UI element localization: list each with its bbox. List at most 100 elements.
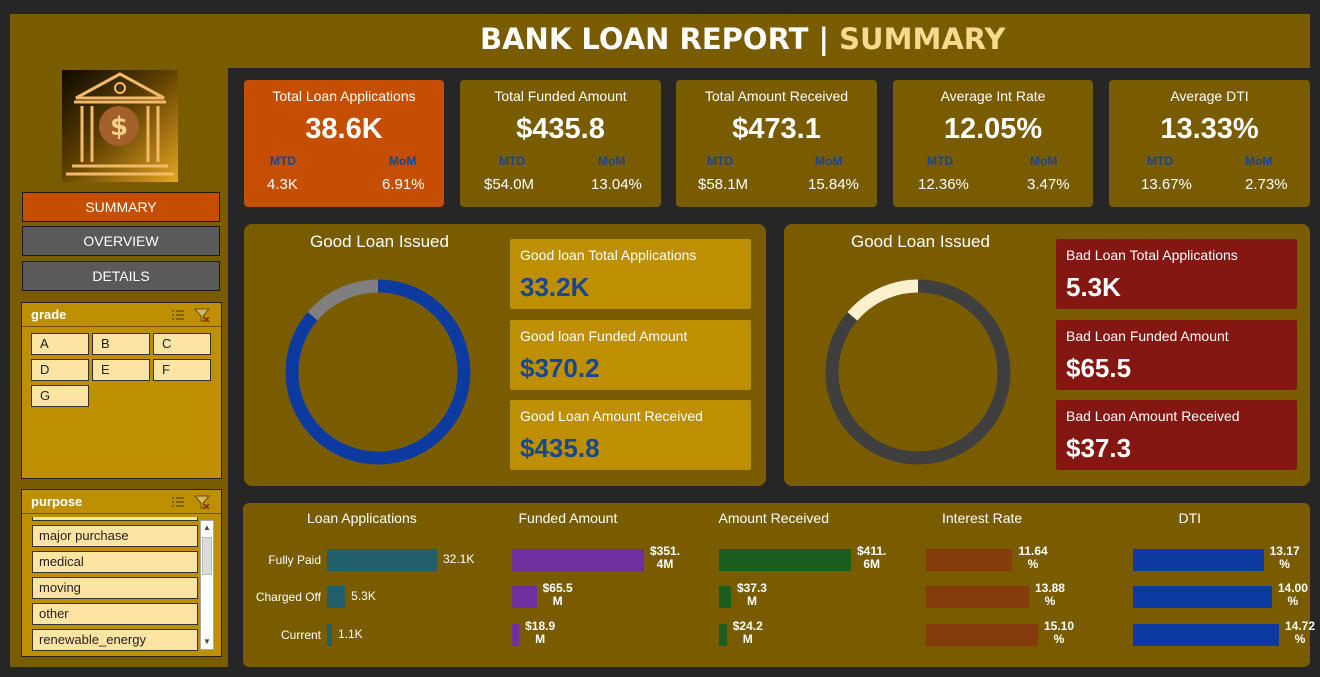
- bar-value-label: 11.64%: [1018, 544, 1048, 571]
- grade-option-g[interactable]: G: [31, 385, 89, 407]
- grade-option-d[interactable]: D: [31, 359, 89, 381]
- stat-label: Bad Loan Funded Amount: [1066, 328, 1229, 344]
- kpi-label: Total Loan Applications: [272, 88, 416, 104]
- kpi-mom-value: 13.04%: [591, 176, 642, 193]
- kpi-value: $435.8: [516, 113, 605, 145]
- bar-value-label: $18.9 M: [525, 619, 556, 646]
- purpose-option-major-purchase[interactable]: major purchase: [32, 525, 198, 547]
- stat-label: Good loan Funded Amount: [520, 328, 688, 344]
- bar-value-label: $411. 6M: [857, 544, 887, 571]
- bar-value-label: 13.17%: [1269, 544, 1300, 571]
- grade-option-b[interactable]: B: [92, 333, 150, 355]
- good-loan-applications-card: Good loan Total Applications 33.2K: [510, 239, 751, 309]
- good-loan-funded-card: Good loan Funded Amount $370.2: [510, 320, 751, 390]
- svg-text:$: $: [110, 112, 128, 142]
- kpi-card-total-applications: Total Loan Applications 38.6K MTD MoM 4.…: [244, 80, 444, 207]
- bar-funded-amount-current: [512, 624, 520, 646]
- bad-loan-donut-chart: [825, 279, 1011, 465]
- nav-overview-button[interactable]: OVERVIEW: [22, 226, 220, 256]
- title-accent: SUMMARY: [839, 22, 1006, 56]
- kpi-mtd-label: MTD: [270, 154, 296, 168]
- bad-loan-funded-card: Bad Loan Funded Amount $65.5: [1056, 320, 1297, 390]
- scroll-thumb[interactable]: [202, 537, 212, 575]
- grade-slicer-header: grade: [22, 303, 221, 327]
- bar-amount-received-current: [719, 624, 727, 646]
- purpose-option-other[interactable]: other: [32, 603, 198, 625]
- kpi-mom-label: MoM: [389, 154, 417, 168]
- grade-option-f[interactable]: F: [153, 359, 211, 381]
- nav-summary-button[interactable]: SUMMARY: [22, 192, 220, 222]
- purpose-scrollbar[interactable]: ▲ ▼: [200, 520, 214, 650]
- bar-value-label: 1.1K: [338, 627, 363, 641]
- kpi-label: Total Amount Received: [704, 88, 849, 104]
- bar-value-label: $65.5 M: [542, 581, 573, 608]
- purpose-option-renewable-energy[interactable]: renewable_energy: [32, 629, 198, 651]
- clear-filter-icon[interactable]: [193, 494, 211, 510]
- scroll-up-icon[interactable]: ▲: [203, 523, 211, 532]
- kpi-mtd-label: MTD: [707, 154, 733, 168]
- kpi-card-average-int-rate: Average Int Rate 12.05% MTD MoM 12.36% 3…: [893, 80, 1093, 207]
- kpi-mom-label: MoM: [1030, 154, 1058, 168]
- kpi-mom-value: 15.84%: [808, 176, 859, 193]
- grade-slicer-title: grade: [31, 307, 67, 322]
- grade-option-a[interactable]: A: [31, 333, 89, 355]
- kpi-value: 12.05%: [943, 113, 1043, 145]
- bar-value-label: 15.10%: [1044, 619, 1075, 646]
- bar-row-label: Current: [280, 628, 321, 642]
- kpi-mtd-value: 12.36%: [918, 176, 969, 193]
- kpi-mtd-label: MTD: [1147, 154, 1173, 168]
- bar-loan-applications-current: [327, 624, 332, 646]
- bar-chart-header: Amount Received: [718, 510, 830, 526]
- loan-status-bar-charts: Loan Applications Funded Amount Amount Rec…: [243, 503, 1315, 667]
- bar-value-label: $351. 4M: [650, 544, 681, 571]
- bar-interest-rate-charged-off: [926, 586, 1029, 608]
- bank-logo-icon: $: [62, 70, 178, 182]
- purpose-item-clipped: [32, 517, 198, 521]
- stat-value: 33.2K: [520, 272, 590, 302]
- nav-details-button[interactable]: DETAILS: [22, 261, 220, 291]
- stat-value: 5.3K: [1066, 272, 1121, 302]
- good-loan-received-card: Good Loan Amount Received $435.8: [510, 400, 751, 470]
- good-loan-panel: Good Loan Issued Good loan Total Applica…: [244, 224, 766, 486]
- purpose-option-medical[interactable]: medical: [32, 551, 198, 573]
- bar-chart-header: Interest Rate: [942, 510, 1023, 526]
- title-main: BANK LOAN REPORT |: [480, 22, 840, 56]
- bar-value-label: 14.72%: [1285, 619, 1316, 646]
- scroll-down-icon[interactable]: ▼: [203, 637, 211, 646]
- purpose-slicer: purpose major purchase medical moving ot…: [21, 489, 222, 657]
- kpi-value: 13.33%: [1160, 113, 1259, 145]
- kpi-label: Average DTI: [1170, 88, 1249, 104]
- kpi-mom-label: MoM: [598, 154, 626, 168]
- multi-select-icon[interactable]: [170, 307, 186, 323]
- kpi-mtd-value: $54.0M: [484, 176, 535, 193]
- bar-funded-amount-charged-off: [512, 586, 537, 608]
- stat-value: $370.2: [520, 353, 600, 383]
- kpi-mom-value: 6.91%: [382, 176, 425, 193]
- stat-value: $65.5: [1066, 353, 1132, 383]
- clear-filter-icon[interactable]: [193, 307, 211, 323]
- kpi-card-funded-amount: Total Funded Amount $435.8 MTD MoM $54.0…: [460, 80, 661, 207]
- grade-option-c[interactable]: C: [153, 333, 211, 355]
- bar-value-label: 14.00%: [1277, 581, 1308, 608]
- bar-value-label: 13.88%: [1034, 581, 1065, 608]
- multi-select-icon[interactable]: [170, 494, 186, 510]
- bar-value-label: 5.3K: [351, 589, 376, 603]
- kpi-mtd-value: $58.1M: [698, 176, 749, 193]
- bad-loan-panel: Good Loan Issued Bad Loan Total Applicat…: [784, 224, 1310, 486]
- kpi-label: Total Funded Amount: [494, 88, 627, 104]
- stat-value: $37.3: [1066, 433, 1132, 463]
- kpi-mom-value: 2.73%: [1245, 176, 1288, 193]
- kpi-mtd-label: MTD: [927, 154, 953, 168]
- bar-dti-current: [1133, 624, 1279, 646]
- bar-chart-header: Loan Applications: [307, 510, 417, 526]
- bar-row-label: Fully Paid: [268, 553, 321, 567]
- grade-option-e[interactable]: E: [92, 359, 150, 381]
- page-title: BANK LOAN REPORT | SUMMARY: [480, 22, 1006, 56]
- bar-dti-fully-paid: [1133, 549, 1264, 571]
- stat-label: Good loan Total Applications: [520, 247, 697, 263]
- bar-loan-applications-charged-off: [327, 586, 346, 608]
- kpi-card-average-dti: Average DTI 13.33% MTD MoM 13.67% 2.73%: [1109, 80, 1310, 207]
- good-loan-donut-chart: [285, 279, 471, 465]
- purpose-option-moving[interactable]: moving: [32, 577, 198, 599]
- bar-dti-charged-off: [1133, 586, 1272, 608]
